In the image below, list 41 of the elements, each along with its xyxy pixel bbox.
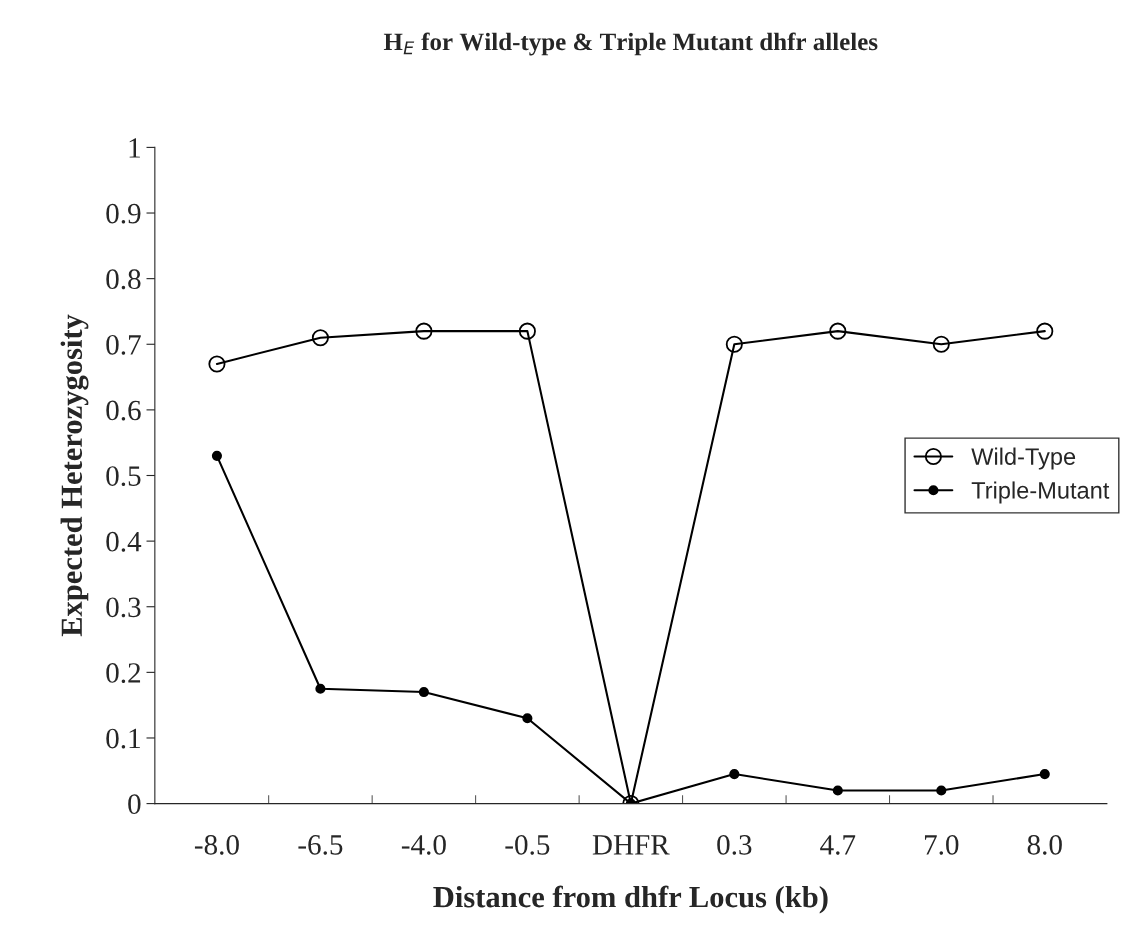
y-tick-label: 0.1	[106, 728, 140, 749]
point	[729, 768, 740, 780]
y-tick-label: 0.6	[106, 400, 141, 421]
point	[311, 329, 329, 347]
point	[932, 335, 950, 353]
y-tick-label: 1	[129, 138, 140, 158]
x-tick-label: -0.5	[505, 834, 550, 855]
x-tick-label: 8.0	[1027, 834, 1062, 855]
legend-label: Wild-Type	[971, 447, 1076, 470]
y-tick-label: 0.9	[106, 203, 141, 224]
x-tick-label: 0.3	[717, 834, 752, 855]
point	[211, 450, 223, 461]
point	[415, 322, 433, 340]
y-tick-label: 0.7	[106, 334, 141, 355]
y-tick-label: 0.4	[106, 531, 142, 552]
point	[1036, 322, 1054, 340]
point	[1039, 768, 1050, 780]
x-axis-title: Distance from dhfr Locus (kb)	[433, 885, 828, 914]
x-tick-label: 7.0	[924, 834, 959, 855]
y-tick-label: 0.5	[106, 466, 141, 487]
y-tick-label: 0.3	[106, 597, 141, 618]
x-tick-label: -8.0	[194, 834, 239, 855]
legend-label: Triple-Mutant	[971, 481, 1110, 504]
y-axis-title: Expected Heterozygosity	[60, 314, 89, 637]
point	[832, 785, 843, 796]
point	[829, 322, 847, 340]
y-tick-label: 0.8	[106, 269, 141, 290]
x-tick-label: 4.7	[820, 835, 856, 855]
x-tick-label: -6.5	[298, 835, 343, 855]
y-tick-label: 0.2	[106, 663, 141, 683]
point	[315, 683, 326, 694]
point	[518, 322, 536, 340]
point	[936, 785, 947, 796]
x-tick-label: DHFR	[592, 835, 670, 855]
point	[522, 713, 533, 724]
x-tick-label: -4.0	[401, 834, 446, 855]
chart-title: H$_{E}$ for Wild-type & Triple Mutant dhfr alleles	[383, 32, 878, 56]
point	[418, 686, 429, 698]
point	[725, 335, 743, 353]
point	[208, 355, 226, 373]
y-tick-label: 0	[128, 794, 141, 814]
